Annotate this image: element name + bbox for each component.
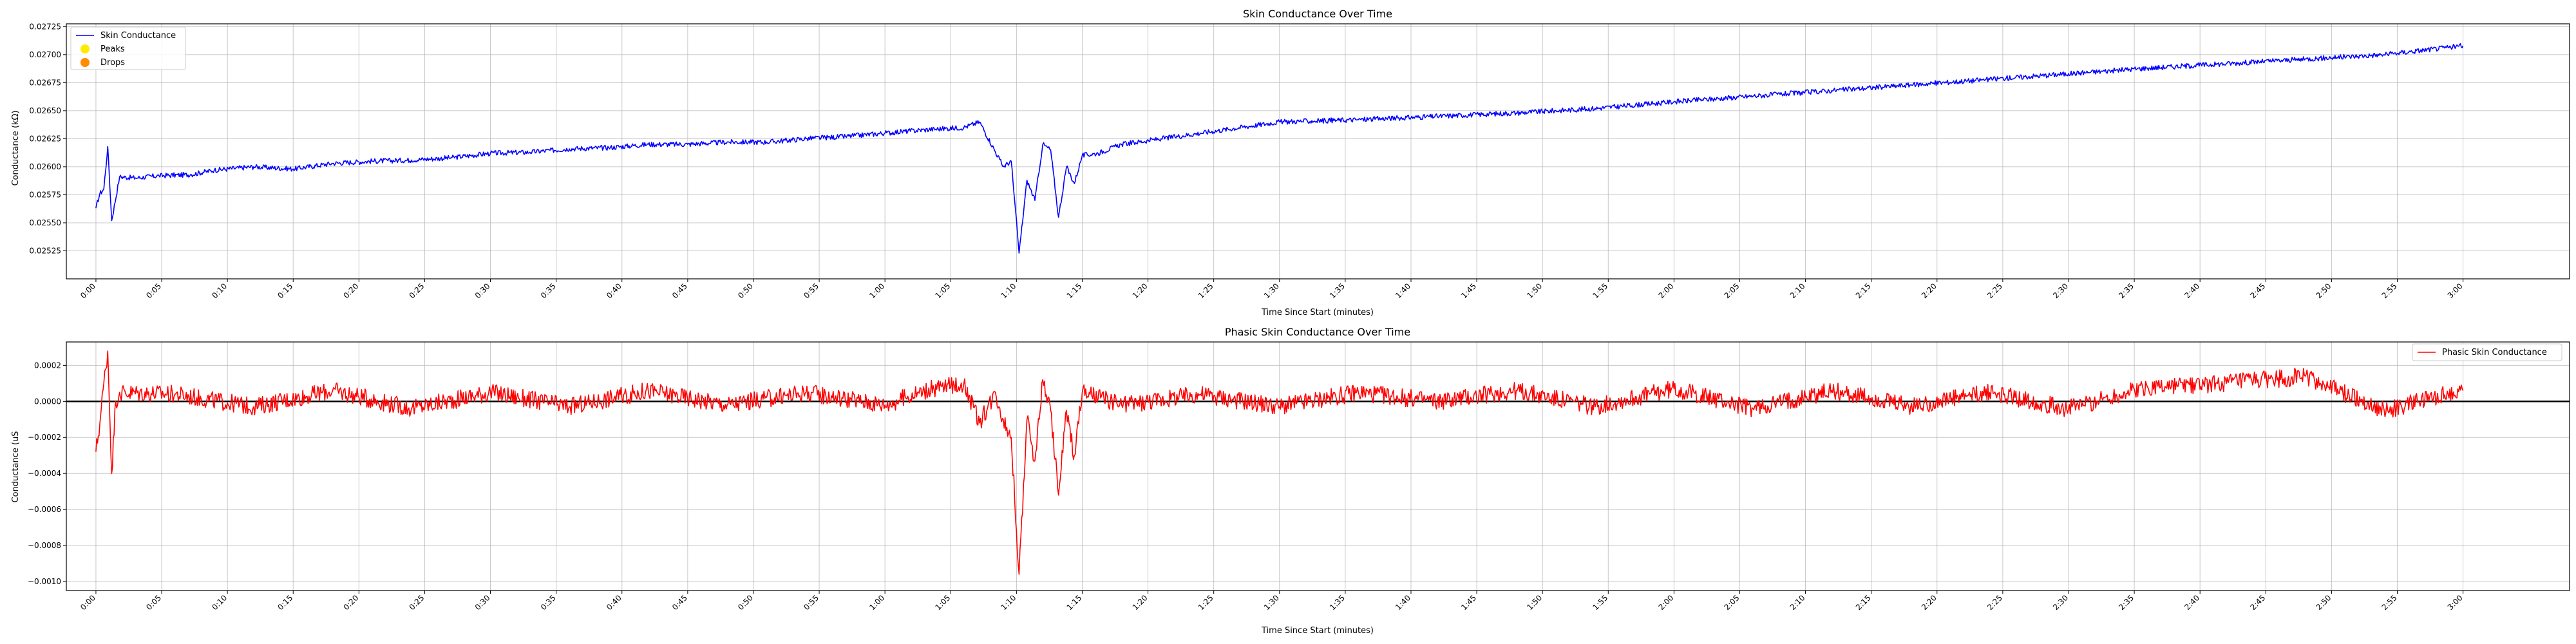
y-tick-label: 0.02650 (29, 106, 61, 115)
y-tick-label: −0.0008 (28, 541, 61, 550)
series-line-phasic-skin-conductance (95, 350, 2464, 575)
y-axis-label: Conductance (kΩ) (11, 110, 21, 185)
skin-conductance-chart: 0:00 0:05 0:10 0:15 0:20 0:25 0:30 0:35 0:40 0:45… (11, 8, 2570, 317)
y-tick-label: −0.0002 (28, 433, 61, 442)
y-tick-label: 0.02600 (29, 162, 61, 171)
y-tick-label: 0.02675 (29, 78, 61, 87)
legend-label-phasic-skin-conductance: Phasic Skin Conductance (2442, 348, 2547, 357)
y-tick-label: 0.02525 (29, 246, 61, 255)
y-tick-label: 0.02575 (29, 190, 61, 199)
y-tick-label: 0.0000 (34, 397, 61, 406)
x-axis-label: Time Since Start (minutes) (1261, 308, 1374, 317)
chart-title: Phasic Skin Conductance Over Time (1225, 326, 1410, 338)
y-tick-label: 0.0002 (34, 361, 61, 370)
chart-title: Skin Conductance Over Time (1243, 8, 1392, 20)
x-axis-label: Time Since Start (minutes) (1261, 626, 1374, 636)
legend: Phasic Skin Conductance (2412, 343, 2562, 361)
legend-label-drops: Drops (100, 58, 125, 68)
legend-marker-drops (80, 58, 90, 67)
legend-label-skin-conductance: Skin Conductance (100, 31, 176, 41)
y-tick-label: −0.0010 (28, 577, 61, 586)
y-tick-label: 0.02725 (29, 22, 61, 31)
y-tick-label: 0.02700 (29, 50, 61, 59)
series-line-skin-conductance (95, 43, 2464, 254)
y-tick-label: −0.0006 (28, 505, 61, 514)
y-axis-label: Conductance (uS (11, 431, 21, 502)
y-tick-label: 0.02550 (29, 218, 61, 227)
legend: Skin Conductance Peaks Drops (70, 26, 186, 70)
legend-marker-peaks (80, 44, 90, 53)
legend-label-peaks: Peaks (100, 44, 125, 54)
y-tick-label: 0.02625 (29, 134, 61, 143)
y-tick-label: −0.0004 (28, 469, 61, 478)
